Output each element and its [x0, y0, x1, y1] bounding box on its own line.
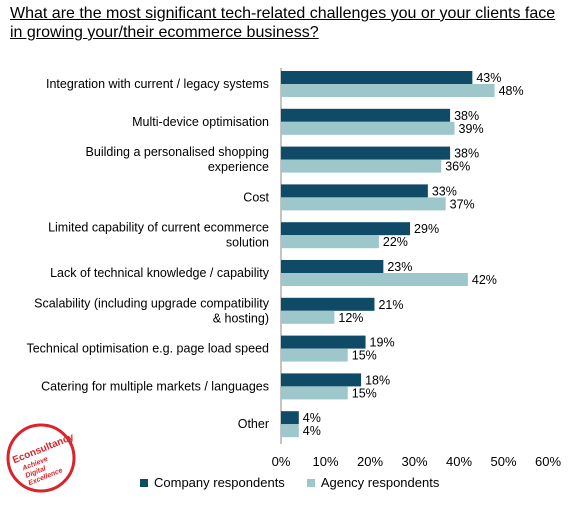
- legend-label-company: Company respondents: [154, 475, 285, 490]
- value-label-agency: 15%: [352, 349, 377, 363]
- bar-agency: [281, 197, 446, 211]
- value-label-company: 38%: [454, 147, 479, 161]
- value-label-company: 29%: [414, 222, 439, 236]
- category-label: Other: [238, 417, 269, 431]
- category-label: Technical optimisation e.g. page load sp…: [26, 342, 269, 356]
- value-label-agency: 48%: [499, 84, 524, 98]
- category-label: Limited capability of current ecommerce: [48, 221, 269, 235]
- value-label-company: 38%: [454, 109, 479, 123]
- bar-company: [281, 184, 428, 198]
- category-label: Building a personalised shopping: [86, 145, 270, 159]
- value-label-company: 19%: [370, 336, 395, 350]
- chart-title: What are the most significant tech-relat…: [10, 5, 556, 41]
- value-label-company: 23%: [387, 260, 412, 274]
- bar-company: [281, 260, 384, 273]
- bar-company: [281, 335, 366, 349]
- bar-company: [281, 373, 362, 387]
- legend-item-company: Company respondents: [140, 475, 285, 490]
- bar-agency: [281, 273, 468, 286]
- value-label-agency: 42%: [472, 273, 497, 287]
- value-label-agency: 22%: [383, 235, 408, 249]
- x-tick-label: 10%: [312, 454, 338, 469]
- bar-agency: [281, 121, 455, 135]
- bar-company: [281, 297, 375, 311]
- bar-agency: [281, 348, 348, 362]
- value-label-agency: 37%: [450, 197, 475, 211]
- legend-label-agency: Agency respondents: [320, 475, 440, 490]
- legend-item-agency: Agency respondents: [306, 475, 440, 490]
- value-label-agency: 36%: [445, 160, 470, 174]
- x-tick-label: 0%: [272, 454, 291, 469]
- legend-swatch-company: [140, 478, 148, 487]
- x-tick-label: 20%: [357, 454, 383, 469]
- value-label-agency: 39%: [459, 122, 484, 136]
- bar-agency: [281, 424, 299, 438]
- bar-agency: [281, 84, 495, 97]
- category-label: Cost: [243, 190, 269, 204]
- legend: Company respondents Agency respondents: [140, 475, 439, 490]
- category-label: solution: [226, 236, 269, 250]
- bar-company: [281, 71, 473, 84]
- bar-company: [281, 222, 411, 236]
- bar-chart: 0% 10% 20% 30% 40% 50% 60% Integration with cur…: [26, 68, 561, 469]
- bar-agency: [281, 386, 348, 400]
- bar-agency: [281, 235, 379, 249]
- x-tick-label: 40%: [446, 454, 472, 469]
- econsultancy-logo: Econsultancy Achieve Digital Excellence: [6, 423, 76, 493]
- x-tick-label: 30%: [401, 454, 427, 469]
- value-label-agency: 12%: [338, 311, 363, 325]
- category-label: & hosting): [213, 311, 269, 325]
- x-tick-label: 50%: [490, 454, 516, 469]
- value-label-company: 43%: [476, 71, 501, 85]
- value-label-company: 18%: [365, 373, 390, 387]
- bar-agency: [281, 310, 335, 324]
- category-label: Scalability (including upgrade compatibi…: [34, 296, 270, 310]
- bar-company: [281, 411, 299, 425]
- bar-company: [281, 108, 451, 122]
- category-label: Catering for multiple markets / language…: [41, 379, 269, 393]
- value-label-company: 33%: [432, 184, 457, 198]
- category-label: Integration with current / legacy system…: [46, 77, 269, 91]
- x-tick-label: 60%: [535, 454, 561, 469]
- bar-company: [281, 146, 451, 160]
- category-label: Lack of technical knowledge / capability: [50, 266, 270, 280]
- category-label: Multi-device optimisation: [132, 115, 269, 129]
- value-label-company: 4%: [303, 411, 321, 425]
- legend-swatch-agency: [306, 478, 315, 487]
- value-label-agency: 15%: [352, 386, 377, 400]
- value-label-company: 21%: [378, 298, 403, 312]
- category-label: experience: [208, 160, 269, 174]
- bar-agency: [281, 159, 442, 173]
- value-label-agency: 4%: [303, 424, 321, 438]
